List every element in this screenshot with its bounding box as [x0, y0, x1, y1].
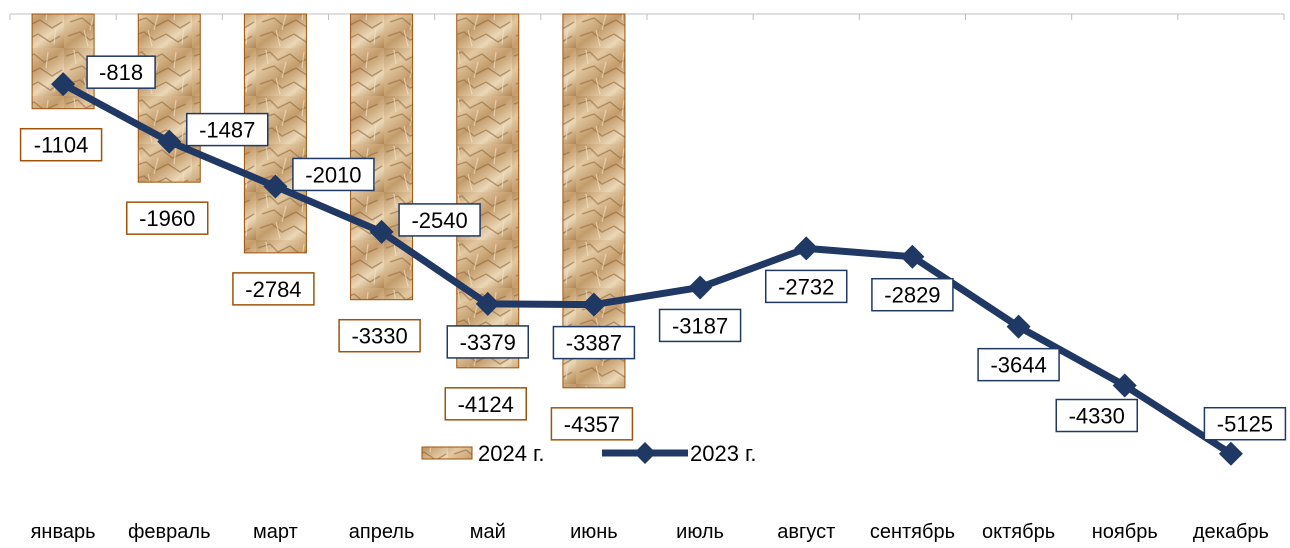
- label-2023-10-box: [977, 347, 1060, 382]
- line-series-2023: [51, 72, 1243, 466]
- label-2023-2-box: [186, 112, 269, 147]
- label-2023-8-text: -2732: [778, 274, 834, 299]
- label-2024-4-box: [338, 318, 421, 353]
- label-2024-3-text: -2784: [245, 277, 301, 302]
- label-2023-7-text: -3187: [672, 313, 728, 338]
- x-tick-label-10: октябрь: [982, 521, 1055, 543]
- legend-label-2024: 2024 г.: [478, 441, 545, 466]
- label-2024-3-box: [232, 272, 315, 306]
- x-tick-label-6: июнь: [570, 521, 618, 543]
- label-2023-8: -2732: [765, 269, 848, 304]
- label-2023-5: -3379: [446, 325, 529, 359]
- label-2023-2: -1487: [186, 112, 269, 147]
- marker-2023-4: [369, 219, 394, 244]
- label-2023-5-box: [446, 325, 529, 359]
- label-2023-3-text: -2010: [305, 162, 361, 187]
- label-2023-1: -818: [86, 55, 156, 89]
- label-2024-1: -1104: [19, 127, 103, 162]
- bar-series-2024: [31, 13, 626, 389]
- marker-2023-9: [900, 244, 925, 269]
- label-2023-7: -3187: [658, 308, 742, 343]
- label-2023-4-text: -2540: [411, 208, 467, 233]
- x-axis-ticks: [9, 14, 1285, 20]
- label-2023-5-text: -3379: [460, 330, 516, 355]
- label-2023-4-box: [398, 203, 481, 237]
- x-tick-label-11: ноябрь: [1092, 521, 1158, 543]
- label-2023-11: -4330: [1055, 398, 1138, 433]
- label-2023-9-text: -2829: [884, 283, 940, 308]
- label-2023-12-text: -5125: [1217, 412, 1273, 437]
- label-2023-9-box: [871, 277, 954, 312]
- label-2023-7-box: [658, 308, 742, 343]
- label-2023-1-text: -818: [99, 60, 143, 85]
- marker-2023-5: [475, 291, 500, 316]
- label-2024-6: -4357: [550, 407, 634, 441]
- label-2024-5-box: [444, 387, 527, 421]
- label-2023-4: -2540: [398, 203, 481, 237]
- label-2023-12: -5125: [1203, 406, 1287, 441]
- x-tick-label-5: май: [470, 521, 506, 543]
- label-2024-1-box: [19, 127, 103, 162]
- bar-2024-2: [137, 13, 201, 183]
- x-tick-label-4: апрель: [349, 521, 415, 543]
- label-2024-5-text: -4124: [458, 392, 514, 417]
- label-2023-6-box: [552, 325, 636, 360]
- marker-2023-8: [794, 236, 819, 261]
- label-2023-3: -2010: [292, 157, 375, 192]
- x-tick-label-9: сентябрь: [870, 521, 955, 543]
- bar-2024-6: [562, 13, 626, 389]
- marker-2023-7: [688, 275, 713, 300]
- legend-label-2023: 2023 г.: [690, 441, 757, 466]
- marker-2023-3: [263, 174, 288, 199]
- marker-2023-1: [51, 72, 76, 97]
- label-2024-4: -3330: [338, 318, 421, 353]
- label-2023-3-box: [292, 157, 375, 192]
- label-2023-11-text: -4330: [1069, 404, 1125, 429]
- x-tick-label-7: июль: [676, 521, 724, 543]
- label-2023-11-box: [1055, 398, 1138, 433]
- label-2024-2-text: -1960: [139, 206, 195, 231]
- label-2023-10: -3644: [977, 347, 1060, 382]
- legend-swatch-2024: [421, 446, 473, 460]
- label-2024-1-text: -1104: [34, 133, 89, 158]
- label-2024-6-box: [550, 407, 634, 441]
- legend-marker-2023: [634, 442, 656, 464]
- legend: 2024 г. 2023 г.: [421, 441, 757, 466]
- label-2023-10-text: -3644: [990, 353, 1046, 378]
- x-tick-label-8: август: [777, 521, 835, 543]
- label-2023-1-box: [86, 55, 156, 89]
- line-2023: [61, 81, 1233, 457]
- marker-2023-2: [157, 129, 182, 154]
- x-tick-label-1: январь: [31, 521, 96, 543]
- label-2023-9: -2829: [871, 277, 954, 312]
- marker-2023-10: [1006, 314, 1031, 339]
- x-tick-labels: январь февраль март апрель май июнь июль август…: [31, 521, 1269, 543]
- label-2024-4-text: -3330: [351, 324, 407, 349]
- label-2024-3: -2784: [232, 272, 315, 306]
- x-tick-label-12: декабрь: [1193, 521, 1269, 543]
- label-2023-2-text: -1487: [199, 118, 255, 143]
- marker-2023-12: [1218, 441, 1243, 466]
- x-tick-label-2: февраль: [128, 521, 211, 543]
- label-2024-6-text: -4357: [564, 412, 620, 437]
- label-2023-8-box: [765, 269, 848, 304]
- marker-2023-11: [1112, 373, 1137, 398]
- data-labels: -1104 -1960 -2784 -3330 -4124 -4357 -818 -1487 -…: [19, 55, 1287, 441]
- x-tick-label-3: март: [253, 521, 298, 543]
- label-2024-5: -4124: [444, 387, 527, 421]
- label-2024-2-box: [126, 201, 209, 235]
- label-2023-6-text: -3387: [566, 331, 622, 356]
- marker-2023-6: [581, 292, 606, 317]
- label-2024-2: -1960: [126, 201, 209, 235]
- label-2023-6: -3387: [552, 325, 636, 360]
- bar-2024-4: [350, 13, 414, 301]
- label-2023-12-box: [1203, 406, 1287, 441]
